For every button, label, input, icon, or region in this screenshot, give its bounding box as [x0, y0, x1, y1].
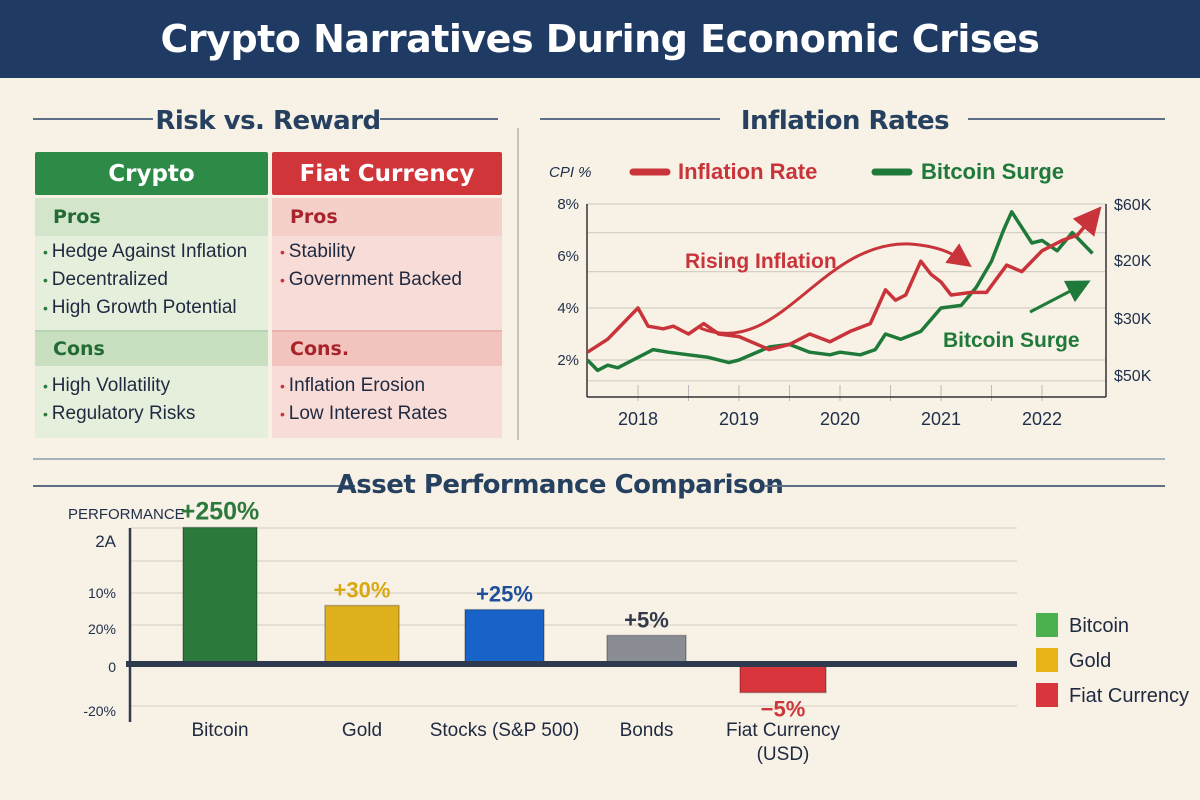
crypto-cons-label: Cons [35, 330, 268, 366]
crypto-column: Pros Hedge Against Inflation Decentraliz… [35, 198, 268, 438]
fiat-cons-label: Cons. [272, 330, 502, 366]
series-line-bitcoin-surge [586, 210, 1094, 373]
y2-tick-label: $50K [1114, 368, 1152, 385]
annotation-label: Bitcoin Surge [943, 329, 1080, 352]
y-axis-label: CPI % [549, 164, 592, 181]
data-label: +25% [476, 582, 533, 607]
bar-bonds [606, 634, 687, 665]
legend-label: Fiat Currency [1069, 685, 1189, 707]
crypto-header: Crypto [35, 152, 268, 195]
x-tick-label: 2020 [820, 409, 860, 429]
category-label: Bonds [620, 720, 674, 741]
category-label: Fiat Currency [726, 720, 841, 741]
x-tick-label: 2018 [618, 409, 658, 429]
legend-label: Gold [1069, 650, 1111, 672]
legend-label: Inflation Rate [678, 159, 817, 184]
legend-swatch [1036, 683, 1058, 707]
legend-swatch [1036, 613, 1058, 637]
divider [33, 485, 355, 487]
divider [33, 458, 1165, 460]
fiat-pros-label: Pros [272, 198, 502, 236]
category-label: Bitcoin [191, 720, 248, 741]
fiat-pro-item: Government Backed [280, 266, 502, 294]
legend-swatch [1036, 648, 1058, 672]
page-title: Crypto Narratives During Economic Crises [0, 0, 1200, 78]
crypto-pro-item: High Growth Potential [43, 294, 268, 322]
section-title-risk-reward: Risk vs. Reward [155, 106, 381, 136]
crypto-pros-label: Pros [35, 198, 268, 236]
annotation-label: Rising Inflation [685, 250, 837, 273]
crypto-pro-item: Hedge Against Inflation [43, 238, 268, 266]
bar-bitcoin [182, 526, 258, 665]
fiat-con-item: Inflation Erosion [280, 372, 502, 400]
fiat-column: Pros Stability Government Backed Cons. I… [272, 198, 502, 438]
bar-stocks-s-p-500- [464, 608, 545, 665]
x-tick-label: 2019 [719, 409, 759, 429]
category-label: Stocks (S&P 500) [430, 720, 580, 741]
crypto-con-item: Regulatory Risks [43, 400, 268, 428]
crypto-con-item: High Vollatility [43, 372, 268, 400]
bar-fiat-currency-usd- [739, 663, 827, 694]
y-tick-label: 6% [557, 248, 579, 265]
y-tick-label: 20% [88, 621, 116, 637]
y-tick-label: 2A [95, 532, 116, 551]
x-tick-label: 2021 [921, 409, 961, 429]
rising-inflation-arrow [699, 242, 972, 335]
data-label: +5% [624, 607, 669, 632]
x-tick-label: 2022 [1022, 409, 1062, 429]
y-tick-label: 8% [557, 196, 579, 213]
category-label: Gold [342, 720, 382, 741]
y-tick-label: 10% [88, 585, 116, 601]
divider [33, 118, 153, 120]
divider [517, 128, 519, 440]
y2-tick-label: $30K [1114, 311, 1152, 328]
y-tick-label: -20% [83, 703, 116, 719]
asset-bar-chart: 2A 10% 20% 0 -20% PERFORMANCE+250% Bitcoin +30%… [68, 497, 1189, 765]
crypto-pro-item: Decentralized [43, 266, 268, 294]
y2-tick-label: $20K [1114, 253, 1152, 270]
y-axis-label: PERFORMANCE [68, 506, 185, 523]
legend-label: Bitcoin Surge [921, 159, 1064, 184]
y2-tick-label: $60K [1114, 197, 1152, 214]
divider [540, 118, 720, 120]
inflation-line-chart: 8% 6% 4% 2% $60K $20K $30K $50K 2018 2019 2020 2021… [549, 159, 1152, 429]
data-label: −5% [761, 697, 806, 722]
data-label: +250% [181, 497, 260, 525]
fiat-con-item: Low Interest Rates [280, 400, 502, 428]
section-title-inflation: Inflation Rates [740, 106, 950, 136]
y-tick-label: 2% [557, 352, 579, 369]
y-tick-label: 4% [557, 300, 579, 317]
bitcoin-surge-arrow [1029, 280, 1091, 314]
y-tick-label: 0 [108, 659, 116, 675]
bar-gold [324, 604, 400, 665]
section-title-asset-performance: Asset Performance Comparison [336, 470, 784, 500]
divider [765, 485, 1165, 487]
fiat-header: Fiat Currency [272, 152, 502, 195]
divider [968, 118, 1165, 120]
data-label: +30% [334, 578, 391, 603]
series-line-inflation-rate [586, 206, 1102, 354]
category-label: (USD) [757, 744, 810, 765]
divider [380, 118, 498, 120]
fiat-pro-item: Stability [280, 238, 502, 266]
legend-label: Bitcoin [1069, 615, 1129, 637]
